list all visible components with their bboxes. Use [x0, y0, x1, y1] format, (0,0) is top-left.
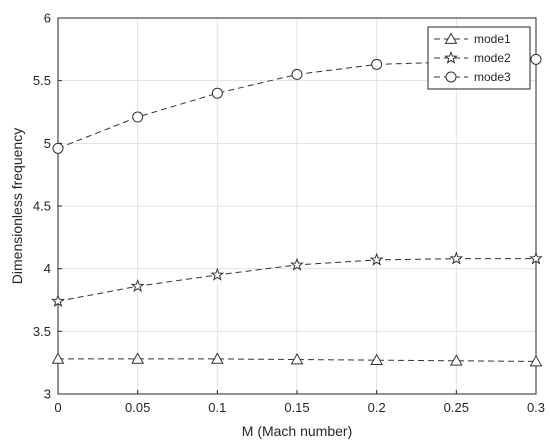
- x-tick-label: 0.05: [125, 400, 150, 415]
- legend-marker: [444, 50, 458, 64]
- x-tick-label: 0.2: [368, 400, 386, 415]
- legend: mode1 mode2 mode3: [427, 26, 531, 90]
- data-point-mode1: [51, 352, 65, 364]
- data-point-mode1: [529, 354, 543, 367]
- data-point-mode1: [370, 353, 384, 366]
- data-point-mode3: [291, 68, 303, 80]
- data-point-mode2: [369, 252, 384, 266]
- data-point-mode2: [449, 251, 464, 265]
- legend-marker: [445, 71, 457, 83]
- y-tick-label: 5: [44, 136, 51, 151]
- data-point-mode3: [211, 87, 223, 99]
- legend-label: mode2: [474, 51, 511, 65]
- data-point-mode2: [130, 278, 145, 293]
- legend-marker: [444, 32, 458, 44]
- series-layer: [51, 53, 543, 367]
- data-point-mode3: [530, 53, 542, 65]
- data-point-mode3: [132, 111, 144, 123]
- legend-label: mode1: [474, 32, 511, 46]
- axis-ticks: 0 0.05 0.1 0.15 0.2 0.25 0.3 3 3.5 4 4.5 5 5.5 6: [33, 11, 545, 416]
- data-point-mode1: [290, 353, 304, 365]
- y-tick-label: 3.5: [33, 324, 51, 339]
- x-tick-label: 0.1: [208, 400, 226, 415]
- data-point-mode1: [210, 352, 224, 364]
- data-point-mode2: [210, 267, 225, 281]
- y-tick-label: 3: [44, 387, 51, 402]
- y-tick-label: 5.5: [33, 73, 51, 88]
- data-point-mode2: [290, 257, 304, 271]
- series-mode2: [51, 251, 543, 308]
- data-point-mode3: [52, 142, 64, 154]
- data-point-mode1: [131, 352, 145, 364]
- data-point-mode2: [529, 251, 543, 265]
- y-tick-label: 4.5: [33, 199, 51, 214]
- data-point-mode1: [449, 354, 463, 366]
- data-point-mode3: [371, 58, 383, 70]
- x-tick-label: 0.25: [444, 400, 469, 415]
- y-tick-label: 4: [44, 261, 51, 276]
- legend-label: mode3: [474, 70, 511, 84]
- data-point-mode2: [51, 293, 65, 308]
- y-axis-label: Dimensionless frequency: [9, 128, 25, 284]
- series-mode1: [51, 352, 543, 367]
- x-tick-label: 0.15: [284, 400, 309, 415]
- x-tick-label: 0.3: [527, 400, 545, 415]
- x-tick-label: 0: [54, 400, 61, 415]
- y-tick-label: 6: [44, 11, 51, 26]
- x-axis-label: M (Mach number): [242, 423, 352, 439]
